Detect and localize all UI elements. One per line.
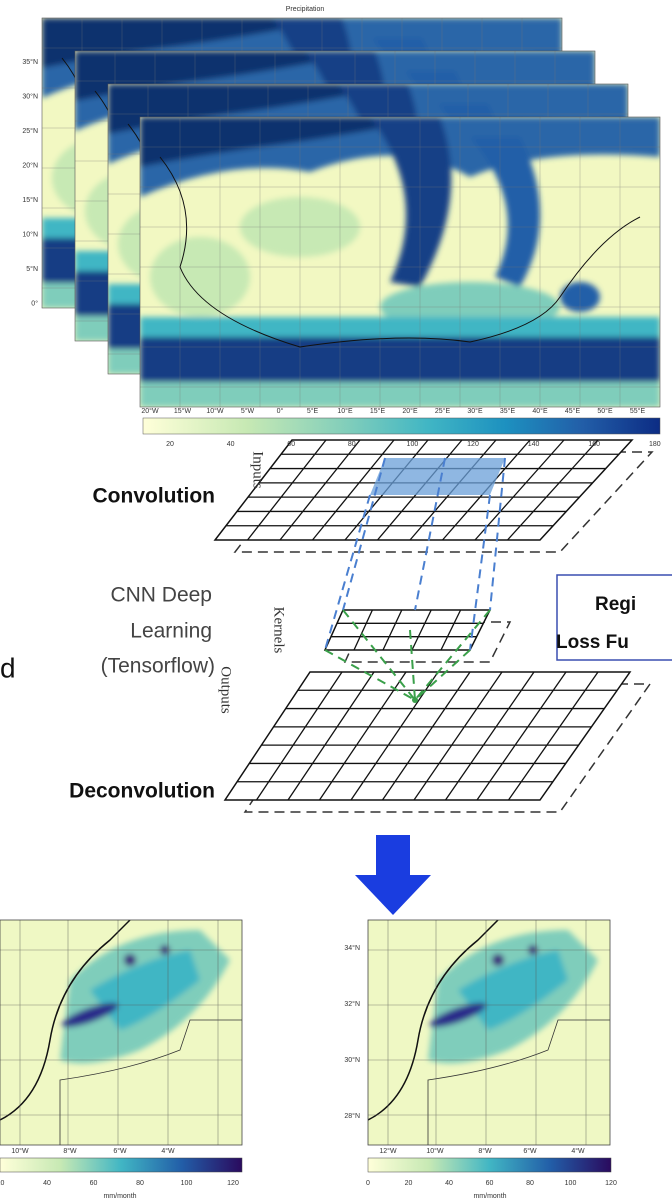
lon-label: 25°E <box>435 407 451 415</box>
down-arrow <box>355 835 431 915</box>
lat-label: 20°N <box>22 161 38 169</box>
lat-label: 34°N <box>344 944 360 952</box>
output-map <box>0 920 242 1145</box>
lon-label: 4°W <box>571 1147 585 1155</box>
colorbar-tick: 20 <box>405 1180 413 1187</box>
deconvolution-label: Deconvolution <box>69 780 215 803</box>
lat-label: 0° <box>31 299 38 307</box>
lon-label: 8°W <box>63 1147 77 1155</box>
colorbar-tick: 80 <box>526 1180 534 1187</box>
lon-label: 30°E <box>467 407 483 415</box>
colorbar-tick: 60 <box>90 1180 98 1187</box>
map-title: Precipitation <box>286 6 325 13</box>
inputs-label: Inputs <box>250 451 266 489</box>
lat-label: 10°N <box>22 230 38 238</box>
loss-box-text: Loss Fu <box>556 632 629 653</box>
page: Precipitation Regi Loss Fu d Convolution… <box>0 0 672 1203</box>
lon-label: 15°W <box>174 407 192 415</box>
lon-label: 50°E <box>597 407 613 415</box>
lon-label: 35°E <box>500 407 516 415</box>
cut-text: d <box>0 652 16 683</box>
lon-label: 10°E <box>337 407 353 415</box>
stacked-input-maps <box>42 18 660 434</box>
colorbar-label: mm/month <box>473 1193 506 1200</box>
colorbar-tick: 120 <box>467 441 479 448</box>
lat-label: 32°N <box>344 1000 360 1008</box>
colorbar-tick: 40 <box>43 1180 51 1187</box>
colorbar-tick: 40 <box>227 441 235 448</box>
colorbar-tick: 40 <box>445 1180 453 1187</box>
lat-label: 35°N <box>22 58 38 66</box>
lon-label: 15°E <box>370 407 386 415</box>
colorbar-tick: 100 <box>565 1180 577 1187</box>
lon-label: 20°E <box>402 407 418 415</box>
colorbar <box>368 1158 611 1172</box>
method-label: Learning <box>130 620 212 643</box>
colorbar-tick: 100 <box>181 1180 193 1187</box>
receptive-field <box>370 458 505 495</box>
colorbar-tick: 80 <box>348 441 356 448</box>
colorbar-label: mm/month <box>103 1193 136 1200</box>
colorbar-tick: 100 <box>407 441 419 448</box>
colorbar-tick: 20 <box>166 441 174 448</box>
colorbar-tick: 120 <box>605 1180 617 1187</box>
lat-label: 15°N <box>22 196 38 204</box>
colorbar <box>143 418 660 434</box>
lat-label: 30°N <box>344 1056 360 1064</box>
map-layer <box>140 117 660 407</box>
lon-label: 0° <box>277 407 284 415</box>
colorbar-tick: 80 <box>136 1180 144 1187</box>
lon-label: 10°W <box>206 407 224 415</box>
lon-label: 45°E <box>565 407 581 415</box>
lon-label: 12°W <box>379 1147 397 1155</box>
colorbar <box>0 1158 242 1172</box>
lon-label: 5°E <box>307 407 319 415</box>
lon-label: 8°W <box>478 1147 492 1155</box>
lon-label: 6°W <box>523 1147 537 1155</box>
colorbar-tick: 60 <box>287 441 295 448</box>
convolution-label: Convolution <box>93 485 215 508</box>
method-label: CNN Deep <box>110 584 212 607</box>
lat-label: 28°N <box>344 1112 360 1120</box>
colorbar-tick: 160 <box>588 441 600 448</box>
lon-label: 20°W <box>141 407 159 415</box>
loss-box-text: Regi <box>595 594 636 615</box>
lon-label: 6°W <box>113 1147 127 1155</box>
lat-label: 25°N <box>22 127 38 135</box>
lon-label: 55°E <box>630 407 646 415</box>
colorbar-tick: 140 <box>528 441 540 448</box>
lat-label: 30°N <box>22 92 38 100</box>
output-point <box>412 697 418 703</box>
kernels-label: Kernels <box>271 607 287 654</box>
lon-label: 10°W <box>426 1147 444 1155</box>
colorbar-tick: 180 <box>649 441 661 448</box>
lon-label: 5°W <box>241 407 255 415</box>
grid-face <box>325 610 490 650</box>
colorbar-tick: 60 <box>486 1180 494 1187</box>
method-label: (Tensorflow) <box>101 655 215 678</box>
outputs-label: Outputs <box>218 666 234 714</box>
lon-label: 4°W <box>161 1147 175 1155</box>
lon-label: 40°E <box>532 407 548 415</box>
lat-label: 5°N <box>26 265 38 273</box>
colorbar-tick: 120 <box>227 1180 239 1187</box>
colorbar-tick: 20 <box>0 1180 4 1187</box>
lon-label: 10°W <box>11 1147 29 1155</box>
output-map <box>368 920 610 1145</box>
colorbar-tick: 0 <box>366 1180 370 1187</box>
